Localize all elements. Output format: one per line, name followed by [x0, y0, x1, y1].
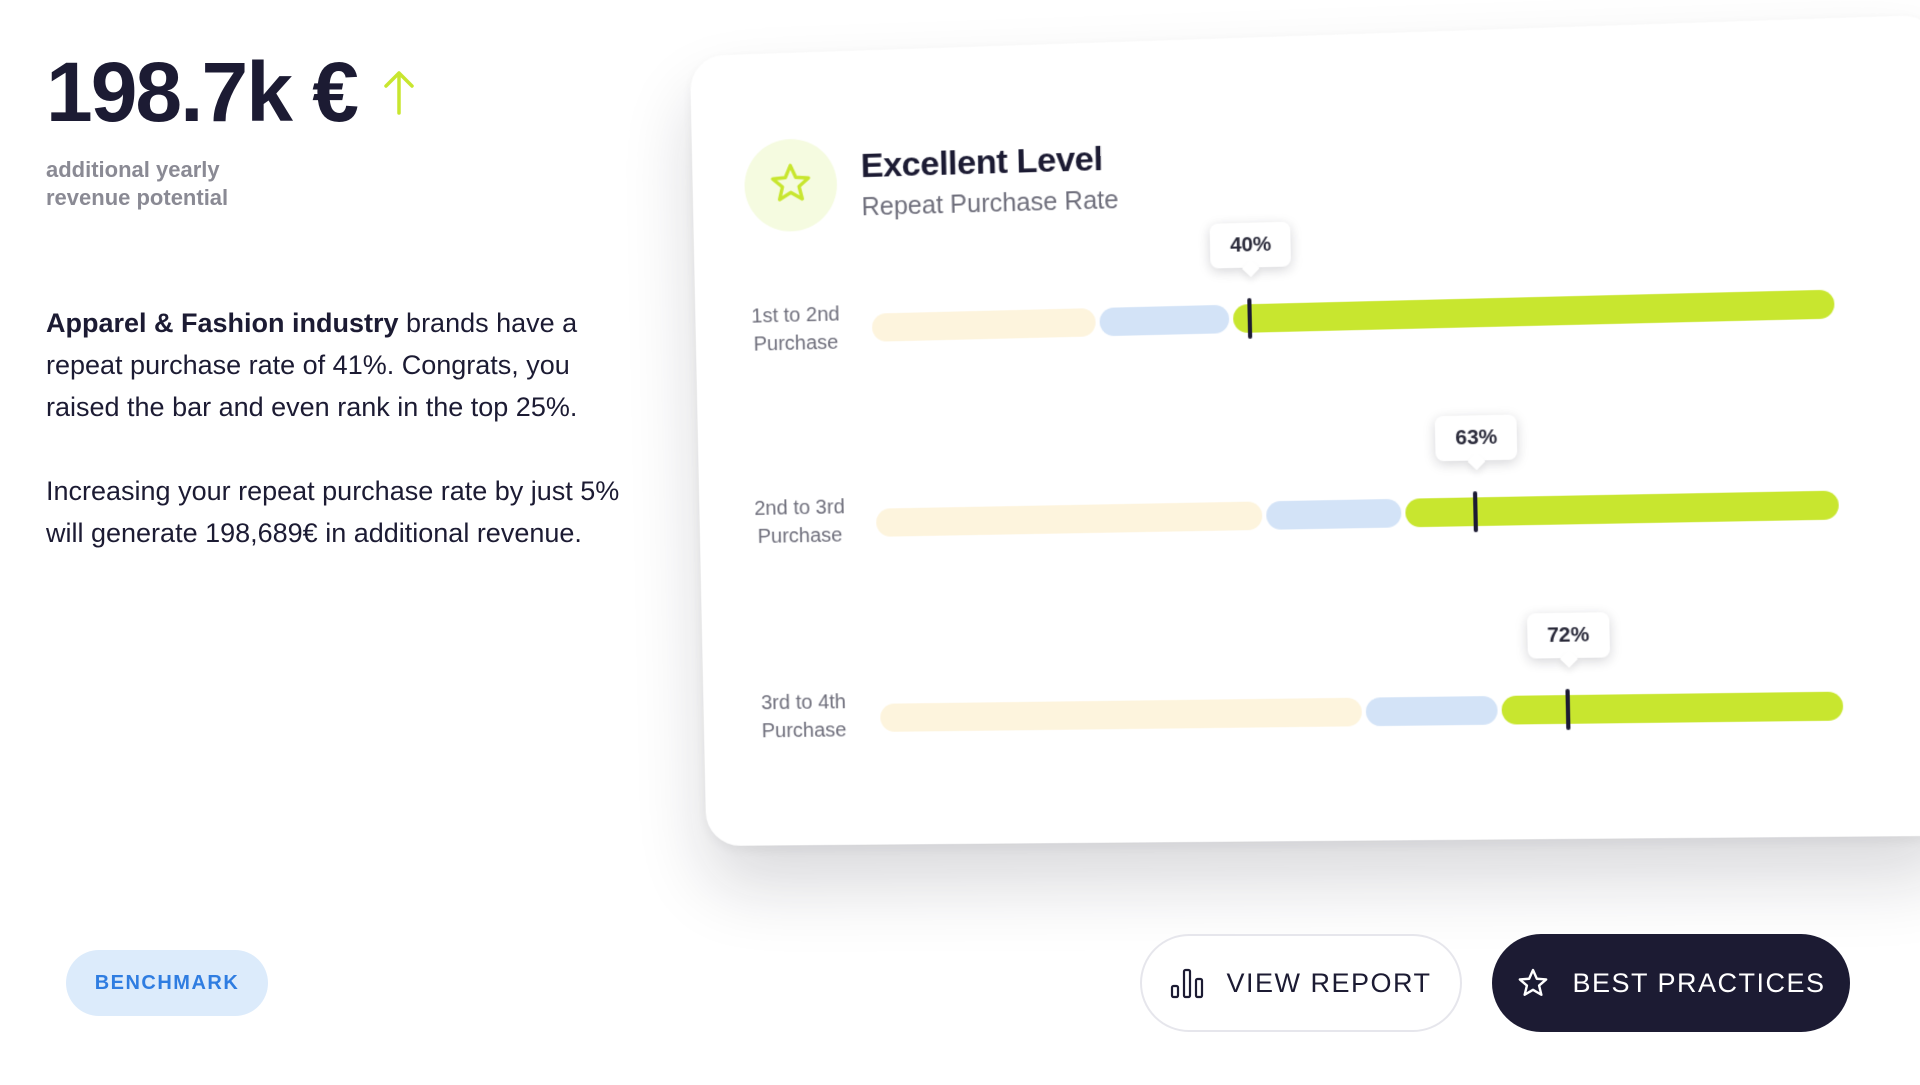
view-report-label: VIEW REPORT	[1226, 968, 1431, 999]
best-practices-label: BEST PRACTICES	[1572, 968, 1825, 999]
value-tooltip: 40%	[1210, 222, 1292, 269]
arrow-up-icon	[379, 66, 419, 118]
segment-mid	[1100, 305, 1230, 337]
rate-track-3: 72%	[880, 692, 1843, 732]
view-report-button[interactable]: VIEW REPORT	[1140, 934, 1462, 1032]
rate-track-2: 63%	[876, 491, 1839, 537]
rate-track-1: 40%	[872, 290, 1835, 342]
star-icon	[767, 159, 814, 211]
industry-name: Apparel & Fashion industry	[46, 308, 399, 338]
row-label-line2: Purchase	[744, 716, 865, 746]
best-practices-button[interactable]: BEST PRACTICES	[1492, 934, 1850, 1032]
row-label-1: 1st to 2nd Purchase	[735, 300, 857, 359]
revenue-metric: 198.7k €	[46, 50, 419, 134]
row-label-3: 3rd to 4th Purchase	[743, 688, 865, 746]
row-label-line2: Purchase	[740, 521, 861, 551]
revenue-caption-line2: revenue potential	[46, 184, 306, 212]
star-outline-icon	[1516, 966, 1550, 1000]
segment-high	[1501, 692, 1843, 725]
level-subtitle: Repeat Purchase Rate	[861, 186, 1119, 223]
segment-high	[1233, 290, 1835, 333]
revenue-caption-line1: additional yearly	[46, 156, 306, 184]
level-card: Excellent Level Repeat Purchase Rate 1st…	[690, 15, 1920, 846]
row-label-line1: 2nd to 3rd	[739, 493, 860, 523]
benchmark-badge[interactable]: BENCHMARK	[66, 950, 268, 1016]
row-label-line2: Purchase	[736, 328, 857, 359]
segment-mid	[1266, 499, 1402, 530]
revenue-value: 198.7k €	[46, 50, 357, 134]
segment-low	[876, 501, 1262, 536]
row-label-line1: 1st to 2nd	[735, 300, 856, 331]
segment-mid	[1366, 696, 1498, 726]
value-tooltip: 72%	[1527, 612, 1610, 658]
potential-paragraph: Increasing your repeat purchase rate by …	[46, 470, 626, 554]
bar-chart-icon	[1170, 967, 1204, 999]
level-card-wrapper: Excellent Level Repeat Purchase Rate 1st…	[689, 0, 1920, 858]
segment-low	[872, 308, 1096, 342]
segment-high	[1405, 491, 1839, 528]
row-label-2: 2nd to 3rd Purchase	[739, 493, 861, 551]
row-label-line1: 3rd to 4th	[743, 688, 864, 718]
level-badge	[744, 138, 838, 233]
revenue-caption: additional yearly revenue potential	[46, 156, 306, 212]
segment-low	[880, 698, 1362, 732]
industry-paragraph: Apparel & Fashion industry brands have a…	[46, 302, 626, 428]
value-tooltip: 63%	[1435, 415, 1518, 462]
level-title: Excellent Level	[860, 140, 1103, 187]
value-marker	[1565, 689, 1570, 730]
